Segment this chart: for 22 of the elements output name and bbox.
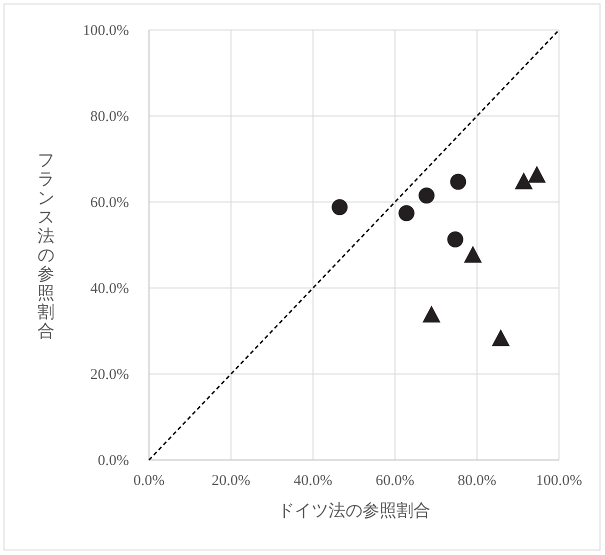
text: フランス法の参照割合 bbox=[38, 150, 54, 340]
point bbox=[447, 231, 464, 248]
x-tick-label: 80.0% bbox=[458, 473, 496, 489]
point bbox=[398, 205, 414, 222]
y-tick-label: 100.0% bbox=[82, 23, 129, 39]
point bbox=[418, 188, 435, 204]
point bbox=[450, 174, 466, 190]
x-tick-label: 20.0% bbox=[212, 473, 250, 489]
x-tick-label: 40.0% bbox=[294, 473, 332, 489]
y-tick-label: 20.0% bbox=[90, 367, 129, 383]
y-tick-label: 60.0% bbox=[90, 195, 129, 211]
x-axis-title: ドイツ法の参照割合 bbox=[278, 501, 430, 520]
y-tick-label: 0.0% bbox=[98, 453, 129, 469]
y-tick-label: 80.0% bbox=[90, 109, 129, 125]
point bbox=[492, 329, 510, 346]
point bbox=[332, 199, 348, 216]
y-tick-label: 40.0% bbox=[90, 281, 129, 297]
x-tick-label: 0.0% bbox=[133, 473, 165, 489]
point bbox=[464, 246, 482, 263]
point bbox=[422, 306, 440, 323]
x-tick-label: 100.0% bbox=[536, 473, 582, 489]
x-tick-label: 60.0% bbox=[376, 473, 414, 489]
